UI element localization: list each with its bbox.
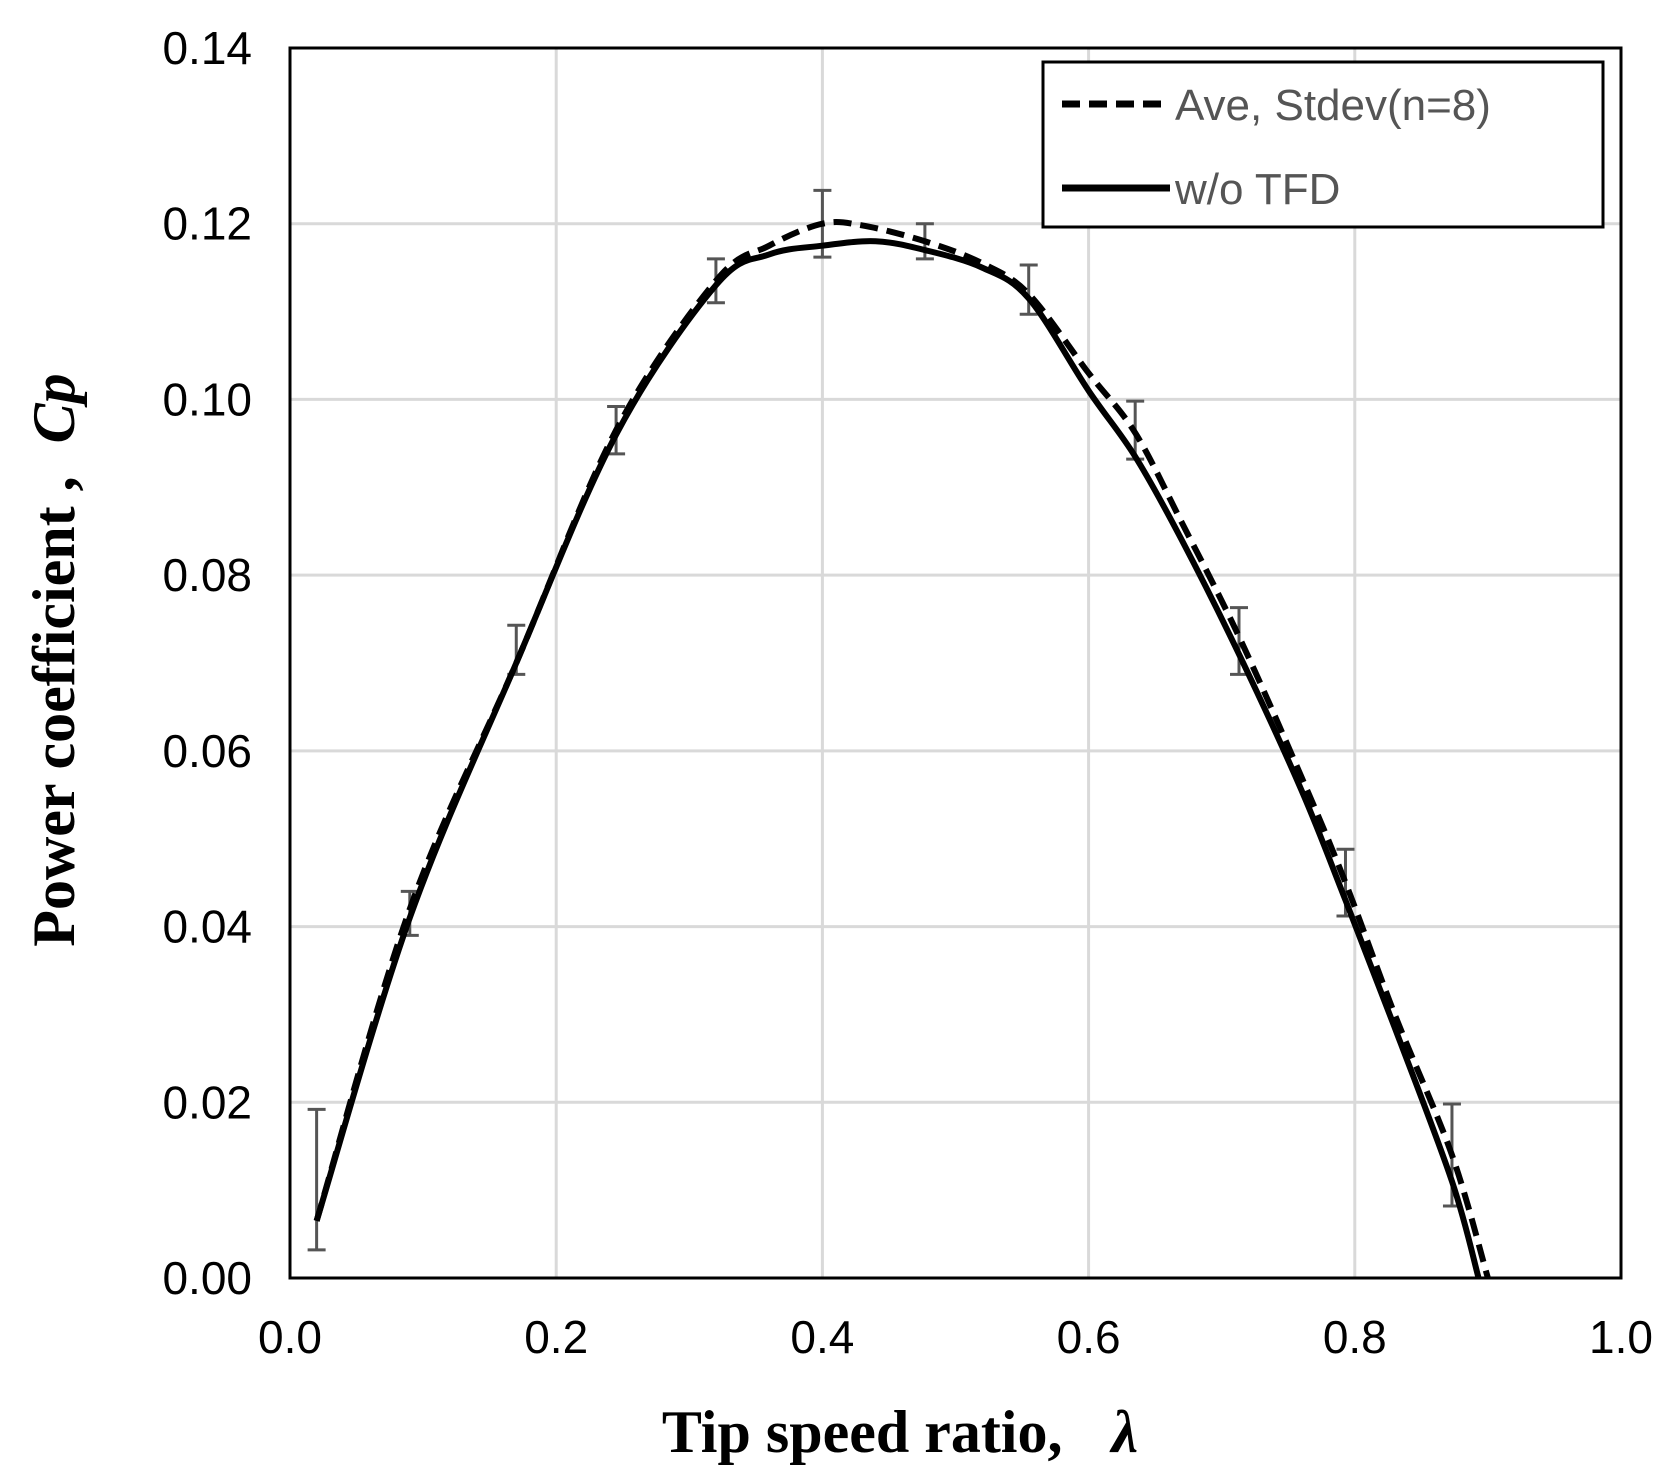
y-axis-symbol: Cp	[21, 373, 87, 443]
y-tick-label: 0.04	[162, 901, 252, 953]
x-tick-label: 0.6	[1057, 1311, 1121, 1363]
legend-box	[1041, 60, 1605, 229]
y-tick-label: 0.10	[162, 373, 252, 425]
y-tick-label: 0.00	[162, 1252, 252, 1304]
y-axis-title-text: Power coefficient ,	[21, 476, 87, 946]
error-bar	[1019, 263, 1038, 316]
legend-label-ave: Ave, Stdev(n=8)	[1175, 81, 1491, 130]
y-tick-label: 0.02	[162, 1076, 252, 1128]
x-tick-labels: 0.0 0.2 0.4 0.6 0.8 1.0	[258, 1311, 1653, 1363]
legend-label-wo-tfd: w/o TFD	[1174, 165, 1340, 214]
x-tick-label: 0.4	[790, 1311, 854, 1363]
x-tick-label: 0.0	[258, 1311, 322, 1363]
y-tick-label: 0.06	[162, 725, 252, 777]
plot-frame	[288, 46, 1623, 1280]
series-line-wo-tfd	[313, 238, 1482, 1279]
x-axis-title-text: Tip speed ratio,	[662, 1399, 1063, 1465]
grid-lines	[290, 48, 1621, 1278]
error-bars	[307, 188, 1461, 1252]
y-tick-labels: 0.00 0.02 0.04 0.06 0.08 0.10 0.12 0.14	[162, 22, 252, 1304]
series-lines	[313, 219, 1491, 1279]
x-axis-title: Tip speed ratio, λ	[662, 1399, 1138, 1465]
x-tick-label: 0.2	[524, 1311, 588, 1363]
legend: Ave, Stdev(n=8) w/o TFD	[1041, 60, 1605, 229]
y-axis-title: Power coefficient , Cp	[21, 373, 87, 946]
x-tick-label: 1.0	[1589, 1311, 1653, 1363]
x-axis-symbol: λ	[1108, 1399, 1138, 1465]
error-bar	[307, 1107, 326, 1252]
x-tick-label: 0.8	[1323, 1311, 1387, 1363]
y-tick-label: 0.14	[162, 22, 252, 74]
error-bar	[1230, 606, 1249, 676]
y-tick-label: 0.12	[162, 198, 252, 250]
y-tick-label: 0.08	[162, 549, 252, 601]
